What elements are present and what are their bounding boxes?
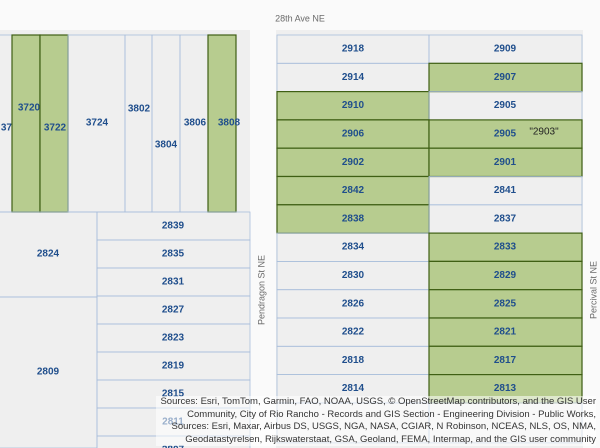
parcel-label: 2829 [494,270,517,281]
parcel-label: 3720 [18,103,41,114]
parcel-label: 3808 [218,118,241,129]
parcel [428,317,583,347]
road-label: 28th Ave NE [275,13,325,23]
parcel-label: 2824 [37,249,60,260]
parcel-label: 2818 [342,355,365,366]
parcel [39,34,69,213]
parcel-label: 2817 [494,355,517,366]
parcel-label: 3802 [128,104,151,115]
parcel [11,34,41,213]
parcel-label: 2914 [342,72,365,83]
attribution: Sources: Esri, TomTom, Garmin, FAO, NOAA… [156,396,596,446]
parcel [428,119,583,149]
parcel-label: 2910 [342,100,365,111]
parcel-label: 2909 [494,44,517,55]
parcel-label: 2814 [342,383,365,394]
parcel-label: 2834 [342,242,365,253]
parcel-label: 2918 [342,44,365,55]
parcel [428,260,583,291]
parcel-label: 2907 [494,72,517,83]
road [0,0,600,30]
annotation: "2903" [529,127,559,138]
road [250,30,276,448]
parcel-label: 2831 [162,277,185,288]
parcel-label: 2827 [162,305,185,316]
parcel [276,147,430,178]
parcel-label: 3724 [86,118,109,129]
parcel-label: 2823 [162,333,185,344]
parcel [428,289,583,319]
parcel-label: 2838 [342,213,365,224]
parcel-label: 2822 [342,327,365,338]
parcel-label: 2821 [494,327,517,338]
parcel [276,90,430,121]
parcel-label: 2830 [342,270,365,281]
road-label: Pendragon St NE [256,255,266,325]
road [583,30,600,448]
parcel-label: 2839 [162,221,185,232]
parcel-label: 2825 [494,298,517,309]
parcel-label: 2842 [342,185,365,196]
parcel-label: 2807 [162,445,185,448]
parcel [428,62,583,93]
parcel-label: 2837 [494,213,517,224]
parcel-label: 2835 [162,249,185,260]
parcel [151,34,181,213]
parcel-label: 2819 [162,361,185,372]
parcel [428,345,583,376]
parcel-label: 2905 [494,100,517,111]
parcel-label: 2809 [37,367,60,378]
parcel [124,34,153,213]
parcel-label: 3722 [44,123,67,134]
parcel-label: 2902 [342,157,365,168]
parcel-label: 2815 [162,389,185,400]
parcel-label: 3804 [155,140,178,151]
parcel-label: 2833 [494,242,517,253]
parcel-label: 2841 [494,185,517,196]
parcel [276,204,430,234]
parcel-label: 2905 [494,129,517,140]
road-label: Percival St NE [588,261,598,319]
parcel-label: 2813 [494,383,517,394]
parcel-label: 2901 [494,157,517,168]
parcel-label: 2906 [342,129,365,140]
parcel [207,34,237,213]
parcel-label: 3806 [184,118,207,129]
parcel-label: 2826 [342,298,365,309]
